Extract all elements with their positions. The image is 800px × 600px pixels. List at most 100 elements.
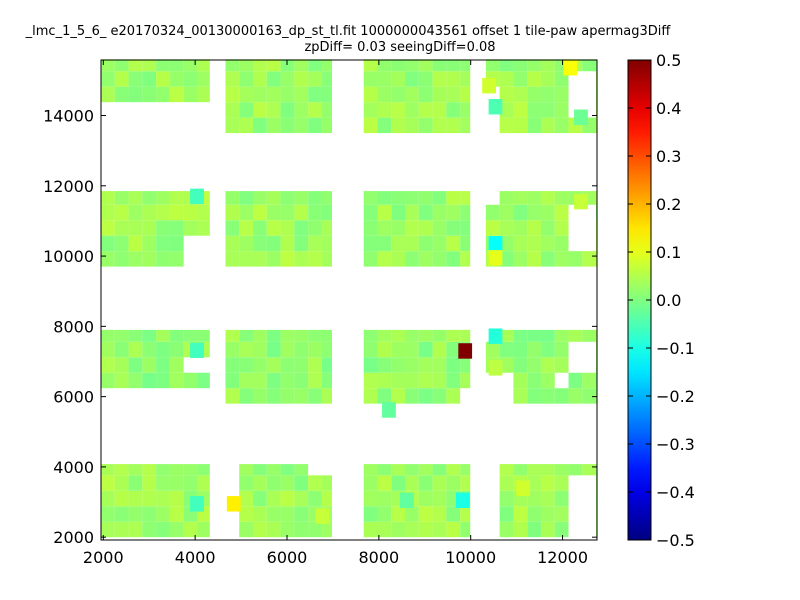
heatmap-cell bbox=[446, 372, 461, 389]
heatmap-cell bbox=[266, 235, 281, 252]
heatmap-cell bbox=[377, 521, 392, 538]
heatmap-cell bbox=[446, 341, 461, 358]
heatmap-cell bbox=[513, 372, 528, 389]
heatmap-cell bbox=[321, 251, 332, 267]
heatmap-cell bbox=[294, 464, 309, 476]
heatmap-cell bbox=[156, 329, 170, 342]
heatmap-cell bbox=[156, 372, 170, 389]
heatmap-cell bbox=[253, 329, 267, 342]
heatmap-cell bbox=[101, 220, 115, 236]
heatmap-cell bbox=[114, 357, 129, 373]
heatmap-cell bbox=[554, 191, 569, 205]
heatmap-cell bbox=[266, 59, 281, 72]
heatmap-cell bbox=[391, 475, 406, 491]
heatmap-cell bbox=[554, 357, 569, 373]
heatmap-cell bbox=[527, 357, 541, 373]
heatmap-cell bbox=[101, 490, 115, 507]
heatmap-cell bbox=[499, 204, 514, 221]
heatmap-cell bbox=[156, 251, 170, 267]
heatmap-cell bbox=[432, 235, 447, 252]
heatmap-cell bbox=[239, 220, 254, 236]
chart-subtitle: zpDiff= 0.03 seeingDiff=0.08 bbox=[304, 40, 496, 55]
heatmap-cell bbox=[142, 506, 157, 522]
heatmap-cell bbox=[101, 329, 115, 342]
heatmap-cell bbox=[114, 59, 129, 72]
colorbar-tick-label: 0.0 bbox=[656, 291, 681, 310]
heatmap-cell bbox=[446, 475, 461, 491]
heatmap-cell bbox=[280, 59, 295, 72]
heatmap-cell bbox=[280, 490, 295, 507]
heatmap-cell bbox=[460, 521, 471, 538]
heatmap-cell bbox=[391, 372, 406, 389]
heatmap-cell bbox=[280, 506, 295, 522]
heatmap-cell bbox=[294, 191, 309, 205]
heatmap-cell bbox=[183, 475, 198, 491]
heatmap-cell bbox=[253, 490, 267, 507]
heatmap-cell bbox=[266, 204, 281, 221]
heatmap-cell bbox=[266, 388, 281, 404]
heatmap-cell bbox=[308, 71, 322, 87]
heatmap-cell bbox=[225, 102, 240, 118]
heatmap-cell bbox=[527, 490, 541, 507]
heatmap-cell bbox=[499, 521, 514, 538]
heatmap-cell bbox=[377, 341, 392, 358]
heatmap-cell bbox=[225, 204, 240, 221]
x-tick-label: 4000 bbox=[175, 548, 216, 567]
heatmap-cell bbox=[321, 71, 332, 87]
heatmap-cell bbox=[391, 464, 406, 476]
heatmap-cell bbox=[308, 220, 322, 236]
heatmap-cell bbox=[405, 204, 419, 221]
heatmap-cell bbox=[363, 117, 378, 134]
heatmap-cell bbox=[405, 117, 419, 134]
heatmap-cell bbox=[308, 235, 322, 252]
heatmap-cell bbox=[142, 329, 157, 342]
heatmap-cell bbox=[405, 464, 419, 476]
heatmap-cell bbox=[513, 235, 528, 252]
heatmap-cell bbox=[540, 220, 555, 236]
heatmap-cell bbox=[280, 475, 295, 491]
heatmap-cell bbox=[460, 372, 471, 389]
heatmap-cell bbox=[101, 59, 115, 72]
heatmap-cell bbox=[183, 220, 198, 236]
heatmap-cell bbox=[169, 329, 184, 342]
heatmap-cell bbox=[554, 475, 569, 491]
heatmap-cell bbox=[114, 506, 129, 522]
heatmap-cell bbox=[377, 235, 392, 252]
heatmap-cell bbox=[540, 388, 555, 404]
colorbar-tick-label: −0.3 bbox=[656, 435, 695, 454]
heatmap-cell bbox=[101, 464, 115, 476]
heatmap-cell bbox=[169, 251, 184, 267]
heatmap-cell bbox=[554, 464, 569, 476]
heatmap-cell bbox=[460, 117, 471, 134]
heatmap-cell bbox=[377, 251, 392, 267]
heatmap-cell bbox=[169, 220, 184, 236]
heatmap-cell bbox=[513, 71, 528, 87]
heatmap-cell bbox=[101, 191, 115, 205]
heatmap-cell bbox=[225, 86, 240, 103]
heatmap-cell bbox=[527, 191, 541, 205]
heatmap-cell bbox=[527, 475, 541, 491]
heatmap-cell-highlight bbox=[190, 188, 204, 205]
heatmap-cell bbox=[142, 357, 157, 373]
heatmap-cell bbox=[513, 117, 528, 134]
heatmap-cell bbox=[513, 388, 528, 404]
heatmap-cell bbox=[294, 59, 309, 72]
y-tick-label: 4000 bbox=[53, 458, 94, 477]
heatmap-cell bbox=[460, 191, 471, 205]
heatmap-cell bbox=[527, 86, 541, 103]
heatmap-cell bbox=[499, 117, 514, 134]
heatmap-cell bbox=[114, 251, 129, 267]
x-tick-label: 6000 bbox=[267, 548, 308, 567]
heatmap-cell bbox=[280, 251, 295, 267]
heatmap-cell bbox=[183, 59, 198, 72]
heatmap-cell bbox=[554, 521, 569, 538]
heatmap-cell bbox=[391, 235, 406, 252]
heatmap-cell bbox=[391, 117, 406, 134]
colorbar-tick-label: 0.5 bbox=[656, 51, 681, 70]
heatmap-cell bbox=[225, 191, 240, 205]
heatmap-cell bbox=[377, 71, 392, 87]
heatmap-cell-highlight bbox=[190, 342, 204, 358]
y-tick-label: 12000 bbox=[43, 177, 94, 196]
heatmap-cell bbox=[183, 71, 198, 87]
